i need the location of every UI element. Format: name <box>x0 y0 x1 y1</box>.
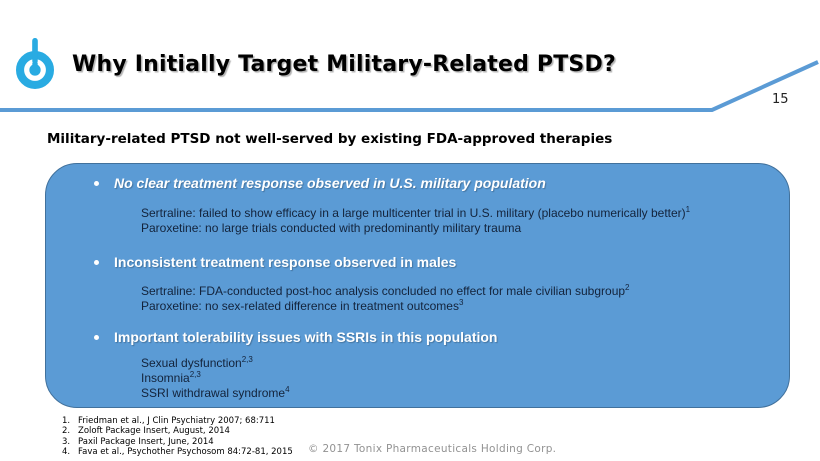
bullet-heading-1: No clear treatment response observed in … <box>114 175 546 191</box>
content-panel: No clear treatment response observed in … <box>45 163 790 408</box>
footnote-text: Paxil Package Insert, June, 2014 <box>78 436 214 447</box>
footnote-number: 4. <box>62 447 71 458</box>
sub-point: SSRI withdrawal syndrome4 <box>141 385 290 401</box>
footnote-item: 4. Fava et al., Psychother Psychosom 84:… <box>62 447 293 457</box>
bullet-dot-icon <box>94 181 99 186</box>
page-number: 15 <box>772 92 789 107</box>
sub-point: Sexual dysfunction2,3 <box>141 355 253 371</box>
footnote-text: Fava et al., Psychother Psychosom 84:72-… <box>78 447 293 458</box>
sub-point: Paroxetine: no large trials conducted wi… <box>141 221 522 235</box>
footnote-number: 1. <box>62 416 71 426</box>
footnote-text: Zoloft Package Insert, August, 2014 <box>78 426 230 437</box>
bullet-heading-3: Important tolerability issues with SSRIs… <box>114 329 498 345</box>
bullet-2-subpoints: Sertraline: FDA-conducted post-hoc analy… <box>141 284 630 314</box>
footnote-item: 1. Friedman et al., J Clin Psychiatry 20… <box>62 416 293 426</box>
slide-subtitle: Military-related PTSD not well-served by… <box>47 131 613 147</box>
copyright-text: © 2017 Tonix Pharmaceuticals Holding Cor… <box>308 443 557 455</box>
footnote-number: 2. <box>62 426 71 437</box>
page-title: Why Initially Target Military-Related PT… <box>72 52 616 77</box>
footnote-number: 3. <box>62 436 71 447</box>
bullet-1-subpoints: Sertraline: failed to show efficacy in a… <box>141 206 690 236</box>
bullet-dot-icon <box>94 335 99 340</box>
bullet-dot-icon <box>94 260 99 265</box>
sub-point: Insomnia2,3 <box>141 370 201 386</box>
power-button-logo-icon <box>16 38 54 89</box>
sub-point: Sertraline: FDA-conducted post-hoc analy… <box>141 283 630 299</box>
footnote-item: 2. Zoloft Package Insert, August, 2014 <box>62 426 293 436</box>
sub-point: Paroxetine: no sex-related difference in… <box>141 298 464 314</box>
footnote-text: Friedman et al., J Clin Psychiatry 2007;… <box>78 416 275 426</box>
footnote-item: 3. Paxil Package Insert, June, 2014 <box>62 437 293 447</box>
bullet-heading-2: Inconsistent treatment response observed… <box>114 254 457 270</box>
sub-point: Sertraline: failed to show efficacy in a… <box>141 205 691 221</box>
footnotes: 1. Friedman et al., J Clin Psychiatry 20… <box>62 416 293 458</box>
bullet-3-subpoints: Sexual dysfunction2,3 Insomnia2,3 SSRI w… <box>141 356 290 401</box>
